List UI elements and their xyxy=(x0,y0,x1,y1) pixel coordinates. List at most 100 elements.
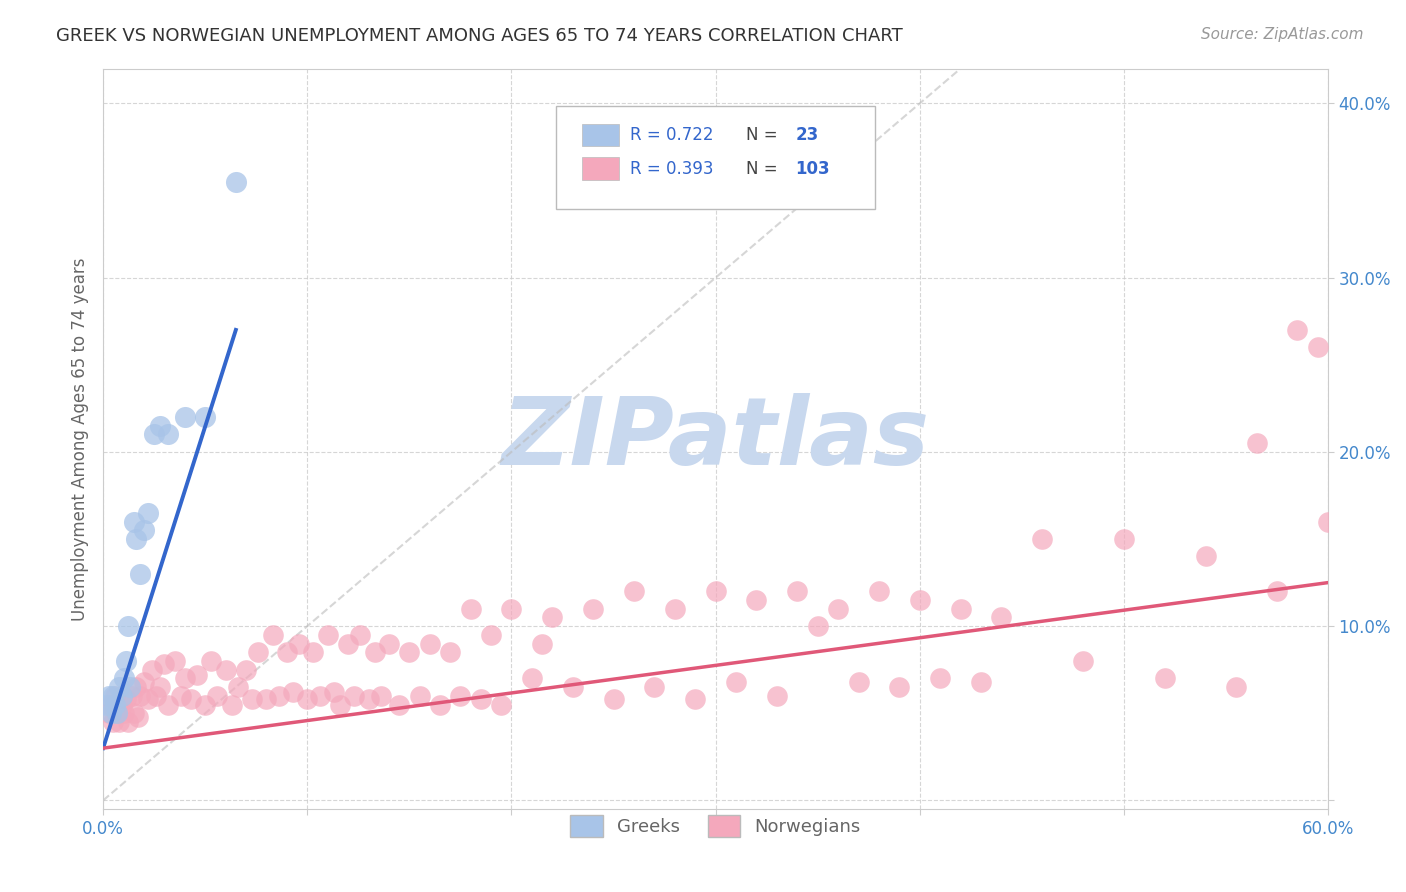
Point xyxy=(110,698,132,712)
Point xyxy=(349,628,371,642)
Text: N =: N = xyxy=(747,160,778,178)
Point xyxy=(704,584,727,599)
Point xyxy=(180,692,202,706)
Point xyxy=(104,698,127,712)
Point xyxy=(439,645,461,659)
Point xyxy=(143,427,166,442)
Point xyxy=(118,680,141,694)
Point xyxy=(949,601,972,615)
Point xyxy=(470,692,492,706)
Point xyxy=(889,680,911,694)
Point xyxy=(114,654,136,668)
Point xyxy=(623,584,645,599)
Point xyxy=(267,689,290,703)
Point xyxy=(226,680,249,694)
Point xyxy=(163,654,186,668)
Text: R = 0.722: R = 0.722 xyxy=(630,126,713,145)
Point xyxy=(419,637,441,651)
Point xyxy=(520,672,543,686)
Point xyxy=(531,637,554,651)
Point xyxy=(125,680,148,694)
Point xyxy=(786,584,808,599)
Point xyxy=(990,610,1012,624)
Point xyxy=(683,692,706,706)
Point xyxy=(766,689,789,703)
Point xyxy=(225,175,247,189)
Point xyxy=(136,692,159,706)
Point xyxy=(281,685,304,699)
Point xyxy=(173,410,195,425)
Point xyxy=(122,706,145,721)
Point xyxy=(186,668,208,682)
Point xyxy=(141,663,163,677)
Point xyxy=(724,674,747,689)
Point xyxy=(276,645,298,659)
Point xyxy=(96,698,118,712)
Point xyxy=(117,619,139,633)
Point xyxy=(398,645,420,659)
Point xyxy=(247,645,270,659)
Point xyxy=(1071,654,1094,668)
Point xyxy=(104,689,127,703)
Point xyxy=(1265,584,1288,599)
Point xyxy=(262,628,284,642)
Point xyxy=(125,532,148,546)
Point xyxy=(664,601,686,615)
Point xyxy=(110,689,132,703)
Point xyxy=(240,692,263,706)
Point xyxy=(107,706,129,721)
Text: 23: 23 xyxy=(796,126,818,145)
Point xyxy=(1112,532,1135,546)
Point xyxy=(1153,672,1175,686)
Point xyxy=(235,663,257,677)
Point xyxy=(643,680,665,694)
Text: R = 0.393: R = 0.393 xyxy=(630,160,713,178)
Point xyxy=(582,601,605,615)
Point xyxy=(378,637,401,651)
Point xyxy=(288,637,311,651)
Point xyxy=(561,680,583,694)
Point xyxy=(194,698,217,712)
Point xyxy=(479,628,502,642)
Point xyxy=(145,689,167,703)
Point xyxy=(1286,323,1309,337)
FancyBboxPatch shape xyxy=(582,157,619,179)
Point xyxy=(337,637,360,651)
Legend: Greeks, Norwegians: Greeks, Norwegians xyxy=(564,808,868,845)
Point xyxy=(132,524,155,538)
Point xyxy=(200,654,222,668)
Point xyxy=(221,698,243,712)
Point xyxy=(214,663,236,677)
Point xyxy=(1225,680,1247,694)
Point xyxy=(194,410,217,425)
Point xyxy=(1317,515,1340,529)
Text: 103: 103 xyxy=(796,160,830,178)
Point xyxy=(322,685,344,699)
Point xyxy=(827,601,849,615)
Point xyxy=(173,672,195,686)
Text: GREEK VS NORWEGIAN UNEMPLOYMENT AMONG AGES 65 TO 74 YEARS CORRELATION CHART: GREEK VS NORWEGIAN UNEMPLOYMENT AMONG AG… xyxy=(56,27,903,45)
Point xyxy=(132,674,155,689)
Point xyxy=(121,689,143,703)
Point xyxy=(541,610,564,624)
Point xyxy=(429,698,451,712)
Point xyxy=(128,566,150,581)
Point xyxy=(112,672,135,686)
Point xyxy=(357,692,380,706)
Point xyxy=(848,674,870,689)
Point xyxy=(170,689,193,703)
Point xyxy=(157,427,180,442)
Point xyxy=(970,674,993,689)
Point xyxy=(388,698,411,712)
Point xyxy=(112,706,135,721)
Point xyxy=(302,645,325,659)
Point xyxy=(114,692,136,706)
Y-axis label: Unemployment Among Ages 65 to 74 years: Unemployment Among Ages 65 to 74 years xyxy=(72,257,89,621)
Point xyxy=(1246,436,1268,450)
Point xyxy=(107,706,129,721)
Point xyxy=(256,692,278,706)
Point xyxy=(149,418,172,433)
Text: Source: ZipAtlas.com: Source: ZipAtlas.com xyxy=(1201,27,1364,42)
Point xyxy=(127,710,149,724)
Point xyxy=(316,628,339,642)
